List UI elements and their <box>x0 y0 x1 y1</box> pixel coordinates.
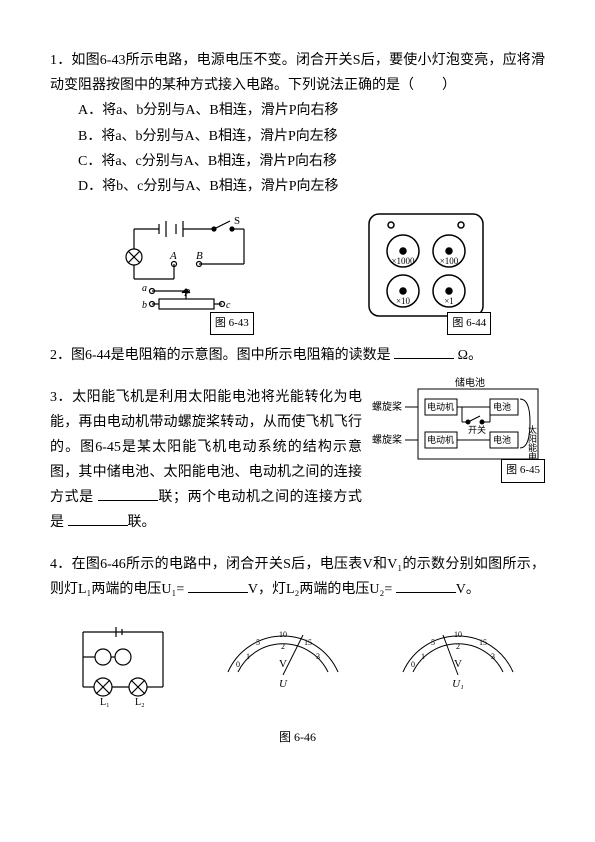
p4-num: 4． <box>50 557 72 572</box>
opt-b: B．将a、b分别与A、B相连，滑片P向左移 <box>78 124 545 149</box>
p3-b2 <box>68 511 128 526</box>
problem-4: 4．在图6-46所示的电路中，闭合开关S后，电压表V和V₁的示数分别如图所示，则… <box>50 552 545 602</box>
k10: ×10 <box>396 296 411 306</box>
p2-text: 图6-44是电阻箱的示意图。图中所示电阻箱的读数是 <box>71 348 391 363</box>
lbl-c: c <box>226 300 231 311</box>
m1: 电动机 <box>427 401 454 412</box>
svg-text:5: 5 <box>256 638 260 647</box>
svg-text:3: 3 <box>491 652 495 661</box>
cap-45: 图 6-45 <box>501 459 545 483</box>
p2-blank <box>394 344 454 359</box>
p4-m: V，灯L₂两端的电压U₂= <box>248 582 392 597</box>
opt-d: D．将b、c分别与A、B相连，滑片P向左移 <box>78 174 545 199</box>
svg-text:15: 15 <box>304 638 312 647</box>
p1-opts: A．将a、b分别与A、B相连，滑片P向右移 B．将a、b分别与A、B相连，滑片P… <box>78 98 545 199</box>
U1-lbl: U₁ <box>452 678 464 690</box>
fig-row-1: S A B a b c P 图 6-43 ×1000 ×100 <box>50 209 545 333</box>
svg-text:10: 10 <box>454 630 462 639</box>
svg-text:0: 0 <box>236 660 240 669</box>
p4-b1 <box>188 578 248 593</box>
k100: ×100 <box>440 256 459 266</box>
svg-text:5: 5 <box>431 638 435 647</box>
U-lbl: U <box>279 678 288 690</box>
svg-text:2: 2 <box>281 642 285 651</box>
V1-lbl: V <box>454 658 462 670</box>
lbl-P: P <box>183 288 190 299</box>
fig-6-46-circuit: L₁ L₂ <box>68 617 178 712</box>
problem-2: 2．图6-44是电阻箱的示意图。图中所示电阻箱的读数是 Ω。 <box>50 343 545 368</box>
svg-text:15: 15 <box>479 638 487 647</box>
p3-text: 太阳能飞机是利用太阳能电池将光能转化为电能，再由电动机带动螺旋桨转动，从而使飞机… <box>50 390 362 506</box>
cap-43: 图 6-43 <box>210 312 254 336</box>
b1: 电池 <box>493 401 511 412</box>
pr2: 螺旋桨 <box>372 433 402 446</box>
fig-6-43: S A B a b c P 图 6-43 <box>104 209 254 333</box>
p3-b1 <box>98 486 158 501</box>
b2: 电池 <box>493 434 511 445</box>
fig-6-44: ×1000 ×100 ×10 ×1 图 6-44 <box>361 209 491 333</box>
lbl-a: a <box>142 283 147 294</box>
p3-row: 3．太阳能飞机是利用太阳能电池将光能转化为电能，再由电动机带动螺旋桨转动，从而使… <box>50 377 545 544</box>
chu: 储电池 <box>455 377 485 389</box>
opt-c: C．将a、c分别与A、B相连，滑片P向右移 <box>78 149 545 174</box>
p2-num: 2． <box>50 348 71 363</box>
L2: L₂ <box>135 697 145 708</box>
svg-text:10: 10 <box>279 630 287 639</box>
svg-text:0: 0 <box>411 660 415 669</box>
p3-a2: 联。 <box>128 515 156 530</box>
fig-6-45: 储电池 电动机 电动机 电池 电池 螺旋桨 螺旋桨 太阳能电池 开关 图 6-4… <box>370 377 545 481</box>
p3-num: 3． <box>50 390 72 405</box>
p4-b2 <box>396 578 456 593</box>
L1: L₁ <box>100 697 110 708</box>
meter-U: 0 5 10 15 1 2 3 V U <box>213 617 353 692</box>
problem-1: 1．如图6-43所示电路，电源电压不变。闭合开关S后，要使小灯泡变亮，应将滑动变… <box>50 48 545 199</box>
m2: 电动机 <box>427 434 454 445</box>
k1: ×1 <box>444 296 454 306</box>
svg-text:1: 1 <box>421 652 425 661</box>
svg-text:1: 1 <box>246 652 250 661</box>
problem-3: 3．太阳能飞机是利用太阳能电池将光能转化为电能，再由电动机带动螺旋桨转动，从而使… <box>50 385 362 536</box>
svg-text:3: 3 <box>316 652 320 661</box>
sw: 开关 <box>468 424 486 435</box>
cap-44: 图 6-44 <box>447 312 491 336</box>
lbl-A: A <box>169 250 177 262</box>
svg-text:2: 2 <box>456 642 460 651</box>
cap-46: 图 6-46 <box>50 727 545 749</box>
p4-e: V。 <box>456 582 480 597</box>
k1000: ×1000 <box>392 256 416 266</box>
lbl-S: S <box>234 215 240 227</box>
meter-U1: 0 5 10 15 1 2 3 V U₁ <box>388 617 528 692</box>
lbl-B: B <box>196 250 203 262</box>
pr1: 螺旋桨 <box>372 400 402 413</box>
p2-after: Ω。 <box>458 348 482 363</box>
opt-a: A．将a、b分别与A、B相连，滑片P向右移 <box>78 98 545 123</box>
p1-num: 1． <box>50 53 71 68</box>
V-lbl: V <box>279 658 287 670</box>
lbl-b: b <box>142 300 147 311</box>
fig-row-46: L₁ L₂ 051015 123 V U <box>50 612 545 717</box>
p1-text: 如图6-43所示电路，电源电压不变。闭合开关S后，要使小灯泡变亮，应将滑动变阻器… <box>50 53 545 93</box>
